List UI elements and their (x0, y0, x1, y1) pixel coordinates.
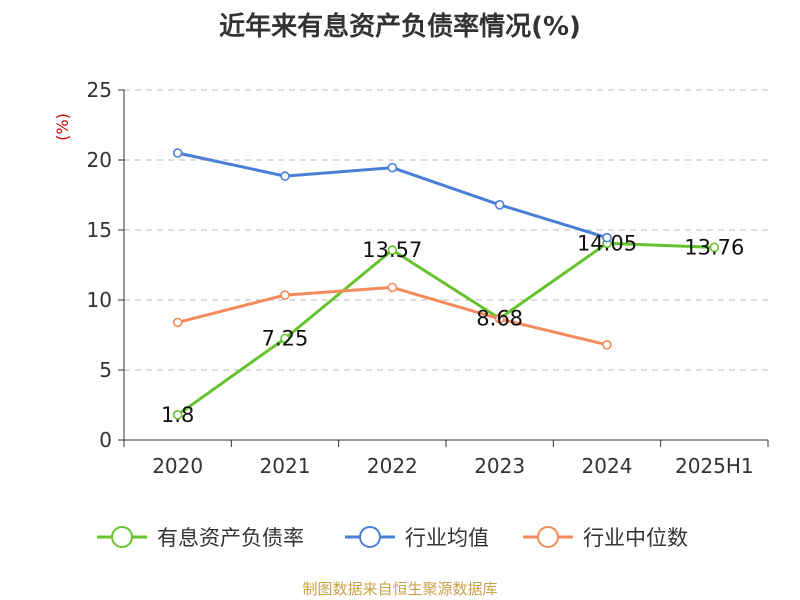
data-point-debt[interactable] (387, 245, 398, 255)
x-tick-label: 2024 (582, 454, 633, 478)
series-layer (172, 148, 720, 420)
data-point-industry_avg[interactable] (280, 171, 290, 181)
y-tick-label: 15 (87, 218, 112, 242)
legend-label: 行业中位数 (583, 526, 688, 550)
data-point-industry_median[interactable] (602, 339, 612, 350)
y-tick-label: 10 (87, 288, 112, 312)
data-point-industry_avg[interactable] (494, 200, 505, 210)
data-point-debt[interactable] (280, 333, 290, 344)
legend-marker (537, 526, 559, 548)
series-line-industry_median (176, 285, 609, 347)
data-label: 8.68 (476, 306, 523, 330)
data-point-industry_avg[interactable] (387, 162, 398, 173)
y-axis-label: (%) (53, 113, 72, 141)
data-label: 13.57 (362, 238, 422, 262)
x-tick-label: 2021 (260, 454, 311, 478)
x-tick-label: 2020 (152, 454, 203, 478)
x-tick-label: 2025H1 (675, 454, 754, 478)
legend-marker (111, 526, 133, 548)
legend-label: 有息资产负债率 (157, 526, 304, 550)
legend-item-industry_avg[interactable]: 行业均值 (345, 526, 489, 550)
data-point-debt[interactable] (172, 409, 183, 420)
data-point-industry_median[interactable] (494, 314, 505, 324)
legend-label: 行业均值 (405, 526, 489, 550)
data-label: 1.8 (161, 403, 194, 427)
legend-item-industry_median[interactable]: 行业中位数 (523, 526, 688, 550)
source-note: 制图数据来自恒生聚源数据库 (302, 580, 498, 598)
y-tick-label: 20 (87, 148, 112, 172)
data-point-debt[interactable] (709, 242, 720, 253)
data-point-industry_avg[interactable] (172, 148, 183, 158)
y-tick-label: 5 (99, 358, 112, 382)
axis-layer: 0 5 10 15 20 25 (%) 2020 2021 2022 2023 2024 2025H1 (53, 78, 769, 478)
data-label-layer: 1.8 7.25 13.57 8.68 14.05 13.76 (161, 231, 744, 426)
grid-layer (124, 89, 768, 371)
data-label: 13.76 (684, 235, 744, 259)
legend-marker (359, 526, 381, 548)
legend[interactable]: 有息资产负债率 行业均值 行业中位数 (97, 526, 688, 550)
y-tick-label: 25 (87, 78, 112, 102)
x-tick-label: 2023 (474, 454, 525, 478)
data-label: 14.05 (577, 231, 637, 255)
data-point-industry_median[interactable] (387, 282, 398, 293)
data-point-industry_median[interactable] (172, 317, 183, 328)
y-tick-label: 0 (99, 428, 112, 452)
data-point-industry_avg[interactable] (602, 232, 612, 243)
x-tick-label: 2022 (367, 454, 418, 478)
data-point-industry_median[interactable] (280, 290, 290, 300)
series-line-debt (176, 241, 716, 417)
chart-title: 近年来有息资产负债率情况(%) (219, 12, 581, 42)
legend-item-debt[interactable]: 有息资产负债率 (97, 526, 304, 550)
data-label: 7.25 (262, 327, 309, 351)
